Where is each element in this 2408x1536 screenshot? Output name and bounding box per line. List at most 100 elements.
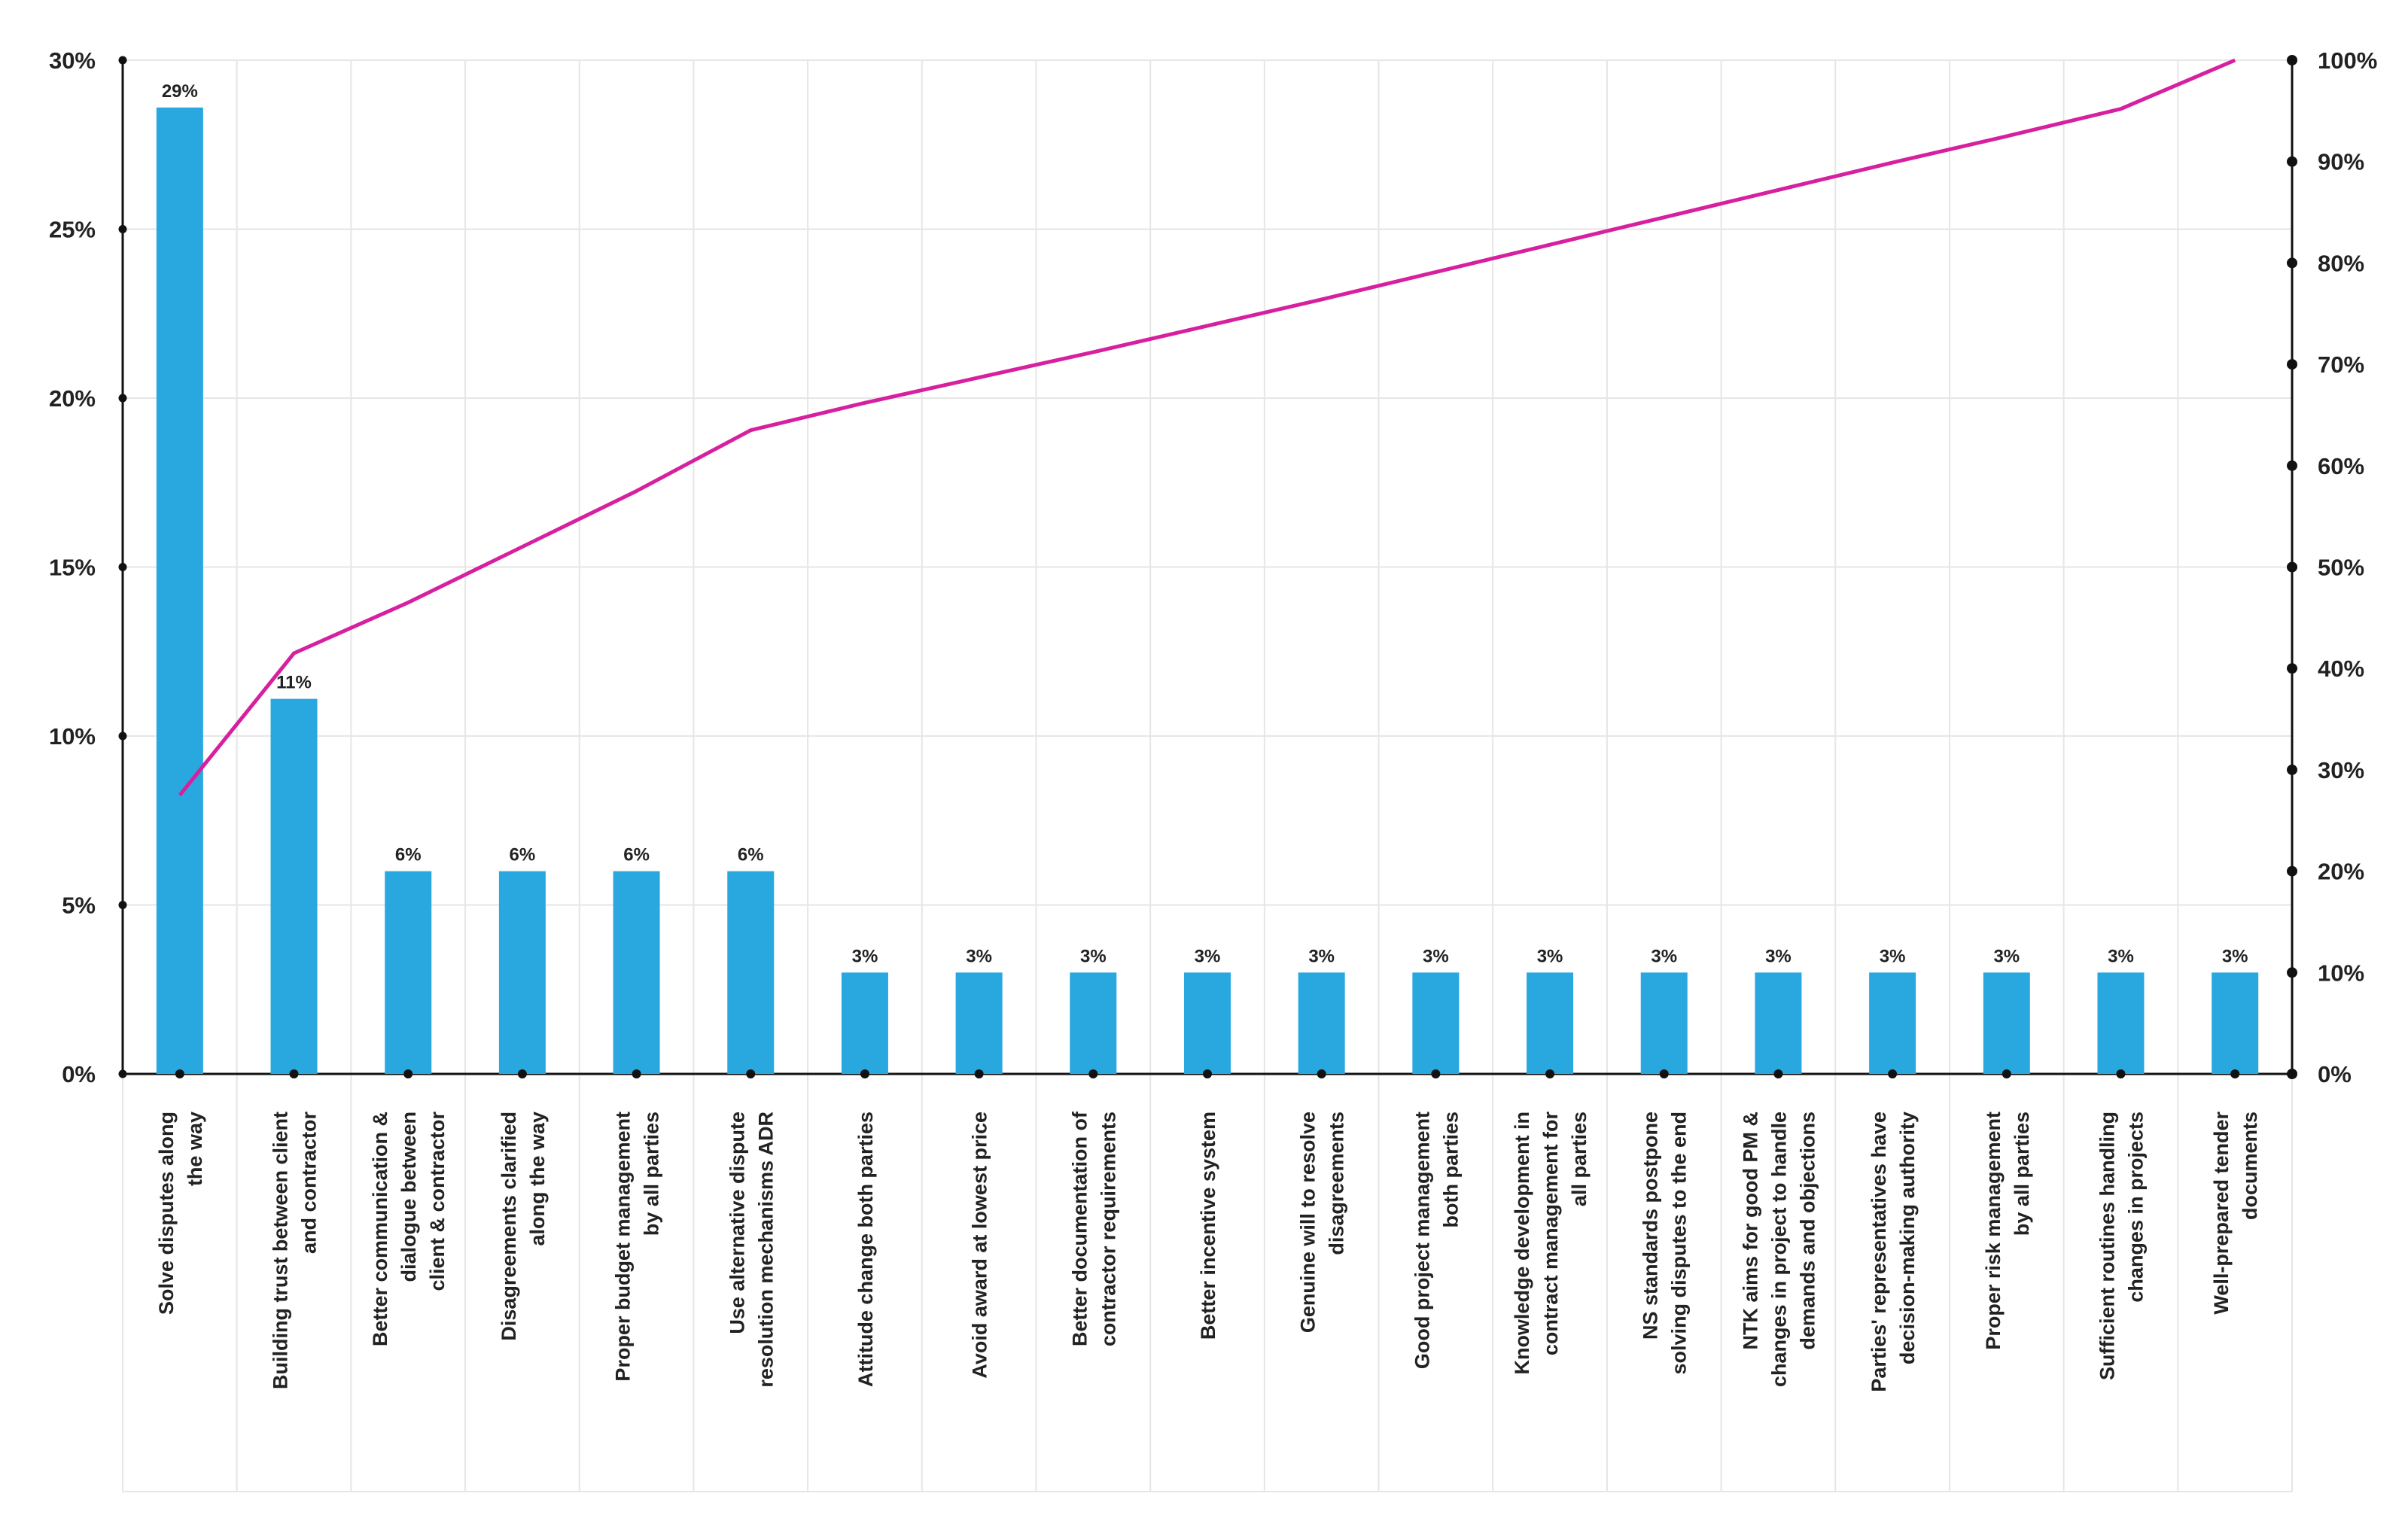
x-tick-dot-4 bbox=[632, 1069, 641, 1078]
bar-data-label-17: 3% bbox=[2108, 946, 2134, 966]
bar-0 bbox=[156, 107, 203, 1075]
x-tick-dot-0 bbox=[175, 1069, 184, 1078]
bar-data-label-2: 6% bbox=[395, 845, 422, 865]
bar-data-label-13: 3% bbox=[1651, 946, 1677, 966]
y-right-tick-dot-7 bbox=[2287, 359, 2297, 370]
bar-data-label-11: 3% bbox=[1423, 946, 1449, 966]
x-tick-dot-12 bbox=[1545, 1069, 1555, 1078]
bar-data-label-10: 3% bbox=[1308, 946, 1335, 966]
bar-4 bbox=[613, 871, 660, 1074]
bar-1 bbox=[270, 698, 318, 1074]
y-right-tick-label-4: 40% bbox=[2318, 655, 2364, 682]
bar-13 bbox=[1640, 972, 1688, 1074]
x-tick-dot-9 bbox=[1203, 1069, 1212, 1078]
bar-data-label-18: 3% bbox=[2222, 946, 2248, 966]
x-tick-dot-11 bbox=[1431, 1069, 1441, 1078]
bar-8 bbox=[1070, 972, 1117, 1074]
category-label-4-line-1: by all parties bbox=[641, 1112, 663, 1236]
category-label-4-line-0: Proper budget management bbox=[612, 1112, 635, 1382]
bar-7 bbox=[955, 972, 1003, 1074]
y-right-tick-label-8: 80% bbox=[2318, 250, 2364, 276]
category-label-0-line-1: the way bbox=[184, 1112, 206, 1186]
y-right-tick-label-6: 60% bbox=[2318, 453, 2364, 479]
y-left-tick-label-6: 30% bbox=[49, 47, 96, 74]
y-left-tick-label-5: 25% bbox=[49, 217, 96, 243]
y-right-tick-label-5: 50% bbox=[2318, 555, 2364, 581]
bar-2 bbox=[385, 871, 432, 1074]
category-label-10-line-0: Genuine will to resolve bbox=[1297, 1112, 1320, 1333]
y-right-tick-label-7: 70% bbox=[2318, 351, 2364, 378]
category-label-16-line-0: Proper risk management bbox=[1982, 1112, 2005, 1350]
category-label-13-line-0: NS standards postpone bbox=[1639, 1112, 1662, 1340]
category-label-9-line-0: Better incentive system bbox=[1197, 1112, 1219, 1340]
x-tick-dot-17 bbox=[2116, 1069, 2126, 1078]
bar-data-label-6: 3% bbox=[852, 946, 878, 966]
y-left-tick-dot-4 bbox=[118, 394, 127, 403]
y-right-tick-dot-5 bbox=[2287, 561, 2297, 573]
x-tick-dot-7 bbox=[974, 1069, 984, 1078]
y-left-tick-label-3: 15% bbox=[49, 555, 96, 581]
bar-12 bbox=[1527, 972, 1574, 1074]
category-label-1-line-1: and contractor bbox=[298, 1112, 321, 1255]
x-tick-dot-13 bbox=[1659, 1069, 1669, 1078]
bar-data-label-5: 6% bbox=[738, 845, 764, 865]
x-tick-dot-6 bbox=[860, 1069, 869, 1078]
category-label-8-line-1: contractor requirements bbox=[1097, 1112, 1119, 1346]
cumulative-line bbox=[178, 58, 2236, 797]
y-left-tick-dot-6 bbox=[118, 56, 127, 65]
y-left-tick-label-2: 10% bbox=[49, 723, 96, 750]
x-tick-dot-15 bbox=[1888, 1069, 1898, 1078]
category-label-17-line-1: changes in projects bbox=[2124, 1112, 2147, 1303]
x-tick-dot-10 bbox=[1317, 1069, 1326, 1078]
category-label-3-line-1: along the way bbox=[526, 1112, 549, 1246]
bar-data-label-15: 3% bbox=[1880, 946, 1906, 966]
x-tick-dot-16 bbox=[2002, 1069, 2011, 1078]
category-label-2-line-0: Better communication & bbox=[369, 1112, 391, 1346]
bar-18 bbox=[2212, 972, 2259, 1074]
x-tick-dot-5 bbox=[746, 1069, 756, 1078]
y-left-tick-dot-5 bbox=[118, 225, 127, 233]
y-right-tick-dot-4 bbox=[2287, 663, 2297, 674]
y-left-tick-label-1: 5% bbox=[62, 893, 96, 919]
bar-data-label-3: 6% bbox=[510, 845, 536, 865]
category-label-2-line-1: dialogue between bbox=[397, 1112, 420, 1282]
category-label-0-line-0: Solve disputes along bbox=[155, 1112, 178, 1315]
y-left-tick-dot-2 bbox=[118, 732, 127, 741]
y-left-tick-dot-1 bbox=[118, 901, 127, 909]
x-tick-dot-8 bbox=[1088, 1069, 1098, 1078]
x-tick-dot-1 bbox=[289, 1069, 299, 1078]
category-label-12-line-1: contract management for bbox=[1539, 1112, 1562, 1356]
category-label-14-line-1: changes in project to handle bbox=[1767, 1112, 1790, 1387]
bar-data-label-9: 3% bbox=[1195, 946, 1221, 966]
y-right-tick-dot-9 bbox=[2287, 156, 2297, 167]
x-tick-dot-3 bbox=[517, 1069, 527, 1078]
y-left-tick-label-4: 20% bbox=[49, 385, 96, 412]
bar-data-label-1: 11% bbox=[276, 673, 312, 693]
bar-data-label-0: 29% bbox=[162, 81, 198, 102]
category-label-12-line-0: Knowledge development in bbox=[1511, 1112, 1533, 1375]
category-label-14-line-0: NTK aims for good PM & bbox=[1739, 1112, 1761, 1350]
category-label-10-line-1: disagreements bbox=[1326, 1112, 1348, 1255]
category-label-2-line-2: client & contractor bbox=[426, 1112, 449, 1291]
category-label-15-line-0: Parties' representatives have bbox=[1868, 1112, 1890, 1392]
category-label-11-line-1: both parties bbox=[1439, 1112, 1462, 1228]
y-right-tick-dot-8 bbox=[2287, 257, 2297, 269]
x-tick-dot-2 bbox=[403, 1069, 413, 1078]
y-right-tick-dot-2 bbox=[2287, 865, 2297, 877]
category-label-13-line-1: solving disputes to the end bbox=[1668, 1112, 1691, 1375]
category-label-6-line-0: Attitude change both parties bbox=[854, 1112, 877, 1387]
y-left-tick-label-0: 0% bbox=[62, 1061, 96, 1087]
y-right-tick-label-1: 10% bbox=[2318, 960, 2364, 986]
category-label-3-line-0: Disagreements clarified bbox=[498, 1112, 520, 1341]
y-right-tick-label-9: 90% bbox=[2318, 149, 2364, 175]
bar-data-label-14: 3% bbox=[1765, 946, 1792, 966]
bar-15 bbox=[1869, 972, 1916, 1074]
y-right-tick-label-3: 30% bbox=[2318, 757, 2364, 783]
y-right-tick-dot-6 bbox=[2287, 460, 2297, 471]
category-label-16-line-1: by all parties bbox=[2011, 1112, 2033, 1236]
category-label-8-line-0: Better documentation of bbox=[1068, 1111, 1091, 1346]
y-right-tick-dot-1 bbox=[2287, 967, 2297, 978]
bar-9 bbox=[1184, 972, 1231, 1074]
